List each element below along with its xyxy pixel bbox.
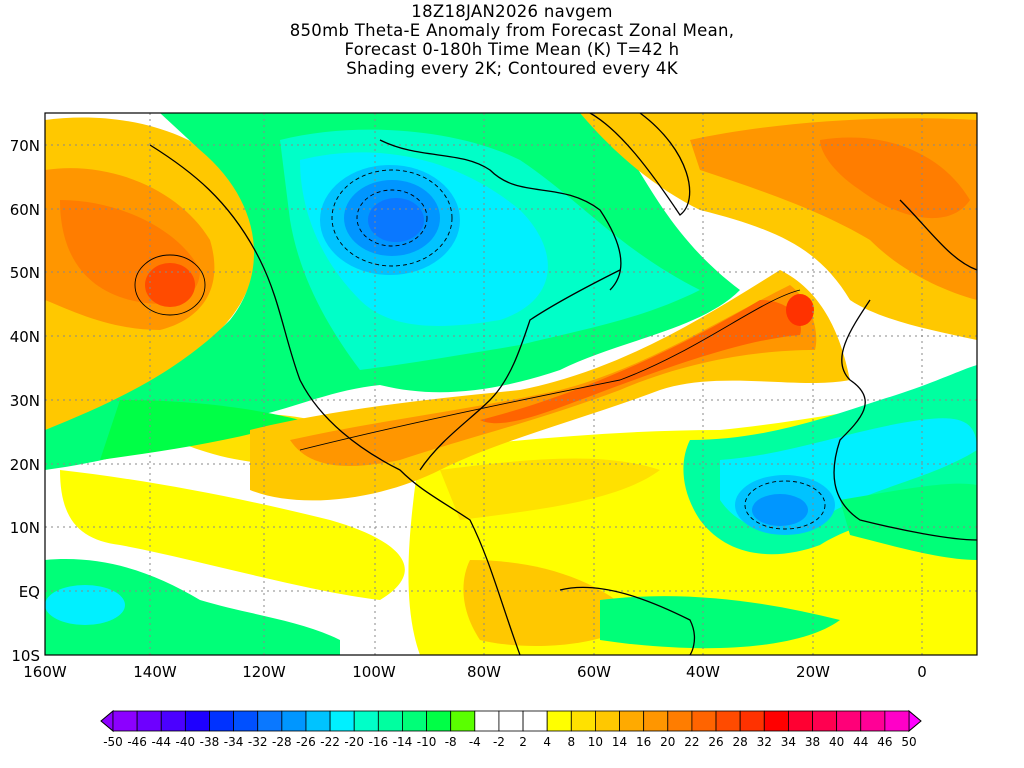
lon-label: 20W [796, 663, 830, 681]
colorbar-label: 14 [612, 735, 627, 749]
colorbar-swatch [667, 710, 693, 732]
lat-label: 40N [10, 328, 40, 346]
map-frame [44, 112, 978, 656]
colorbar-label: 44 [853, 735, 868, 749]
colorbar-swatch [498, 710, 524, 732]
colorbar-swatch [691, 710, 717, 732]
colorbar-label: 10 [588, 735, 603, 749]
colorbar-swatch [160, 710, 186, 732]
colorbar-label: -38 [200, 735, 220, 749]
colorbar-swatch [836, 710, 862, 732]
lat-label: 30N [10, 392, 40, 410]
contours [134, 169, 826, 530]
colorbar-label: -20 [344, 735, 364, 749]
lon-label: 60W [577, 663, 611, 681]
colorbar-label: 40 [829, 735, 844, 749]
colorbar-swatch [522, 710, 548, 732]
colorbar-swatch [763, 710, 789, 732]
colorbar-label: 4 [543, 735, 551, 749]
colorbar-swatch [643, 710, 669, 732]
colorbar-swatch [546, 710, 572, 732]
colorbar-label: 8 [567, 735, 575, 749]
lon-label: 160W [23, 663, 67, 681]
colorbar-swatch [595, 710, 620, 732]
colorbar-label: 46 [877, 735, 892, 749]
coastlines [149, 113, 977, 655]
colorbar-label: 38 [805, 735, 820, 749]
colorbar-swatch [787, 710, 813, 732]
lon-label: 0 [917, 663, 927, 681]
colorbar-label: -22 [320, 735, 340, 749]
colorbar-label: -28 [272, 735, 292, 749]
colorbar-swatch [257, 710, 283, 732]
colorbar-under-triangle [100, 709, 114, 733]
colorbar-label: -14 [393, 735, 413, 749]
colorbar-swatch [184, 710, 210, 732]
colorbar-label: -40 [176, 735, 196, 749]
colorbar-swatch [112, 710, 138, 732]
colorbar-label: 2 [519, 735, 527, 749]
colorbar-swatch [860, 710, 886, 732]
colorbar-swatch [233, 710, 259, 732]
colorbar-label: 26 [708, 735, 723, 749]
colorbar-label: 34 [781, 735, 796, 749]
colorbar-label: -10 [417, 735, 437, 749]
colorbar-swatch [450, 710, 476, 732]
colorbar-swatch [884, 710, 910, 732]
colorbar-label: -4 [469, 735, 481, 749]
colorbar-label: -32 [248, 735, 268, 749]
lat-label: 60N [10, 201, 40, 219]
colorbar-swatch [715, 710, 741, 732]
colorbar-label: 50 [901, 735, 916, 749]
colorbar-swatch [402, 710, 427, 732]
colorbar-label: 16 [636, 735, 651, 749]
colorbar-swatch [377, 710, 403, 732]
lon-label: 120W [242, 663, 286, 681]
colorbar-label: 22 [684, 735, 699, 749]
title-line-1: 18Z18JAN2026 navgem [411, 2, 613, 21]
colorbar-swatch [353, 710, 379, 732]
colorbar-label: -16 [369, 735, 389, 749]
colorbar-swatch [739, 710, 765, 732]
colorbar-swatch [812, 710, 838, 732]
lat-label: 10S [11, 647, 40, 665]
title-line-3: Forecast 0-180h Time Mean (K) T=42 h [344, 40, 680, 59]
colorbar-swatch [281, 710, 307, 732]
colorbar: -50 -46 -44 -40 -38 -34 -32 -28 -26 -22 -20 -16 -14-… [100, 709, 922, 749]
lat-label: 20N [10, 456, 40, 474]
map-shading [45, 113, 977, 655]
colorbar-swatch [426, 710, 452, 732]
lat-axis: 70N 60N 50N 40N 30N 20N 10N EQ 10S [10, 137, 40, 665]
colorbar-swatch [474, 710, 500, 732]
lon-label: 100W [352, 663, 396, 681]
colorbar-swatch [329, 710, 355, 732]
colorbar-label: -8 [445, 735, 457, 749]
colorbar-swatch [305, 710, 331, 732]
colorbar-label: -44 [151, 735, 171, 749]
colorbar-swatch [209, 710, 235, 732]
colorbar-label: -26 [296, 735, 316, 749]
colorbar-label: 32 [757, 735, 772, 749]
colorbar-label: 28 [733, 735, 748, 749]
lat-label: 10N [10, 519, 40, 537]
colorbar-label: -2 [493, 735, 505, 749]
colorbar-label: -34 [224, 735, 244, 749]
lat-label: 70N [10, 137, 40, 155]
lon-label: 80W [467, 663, 501, 681]
lat-label: 50N [10, 264, 40, 282]
colorbar-over-triangle [908, 709, 922, 733]
colorbar-swatch [619, 710, 645, 732]
colorbar-swatch [136, 710, 162, 732]
lat-label: EQ [19, 583, 40, 601]
title-line-2: 850mb Theta-E Anomaly from Forecast Zona… [289, 21, 735, 40]
colorbar-label: -46 [127, 735, 147, 749]
lon-label: 140W [133, 663, 177, 681]
colorbar-label: 20 [660, 735, 675, 749]
colorbar-label: -50 [103, 735, 123, 749]
title-line-4: Shading every 2K; Contoured every 4K [346, 59, 678, 78]
colorbar-swatch [570, 710, 596, 732]
lon-label: 40W [686, 663, 720, 681]
lon-axis: 160W 140W 120W 100W 80W 60W 40W 20W 0 [23, 663, 927, 681]
